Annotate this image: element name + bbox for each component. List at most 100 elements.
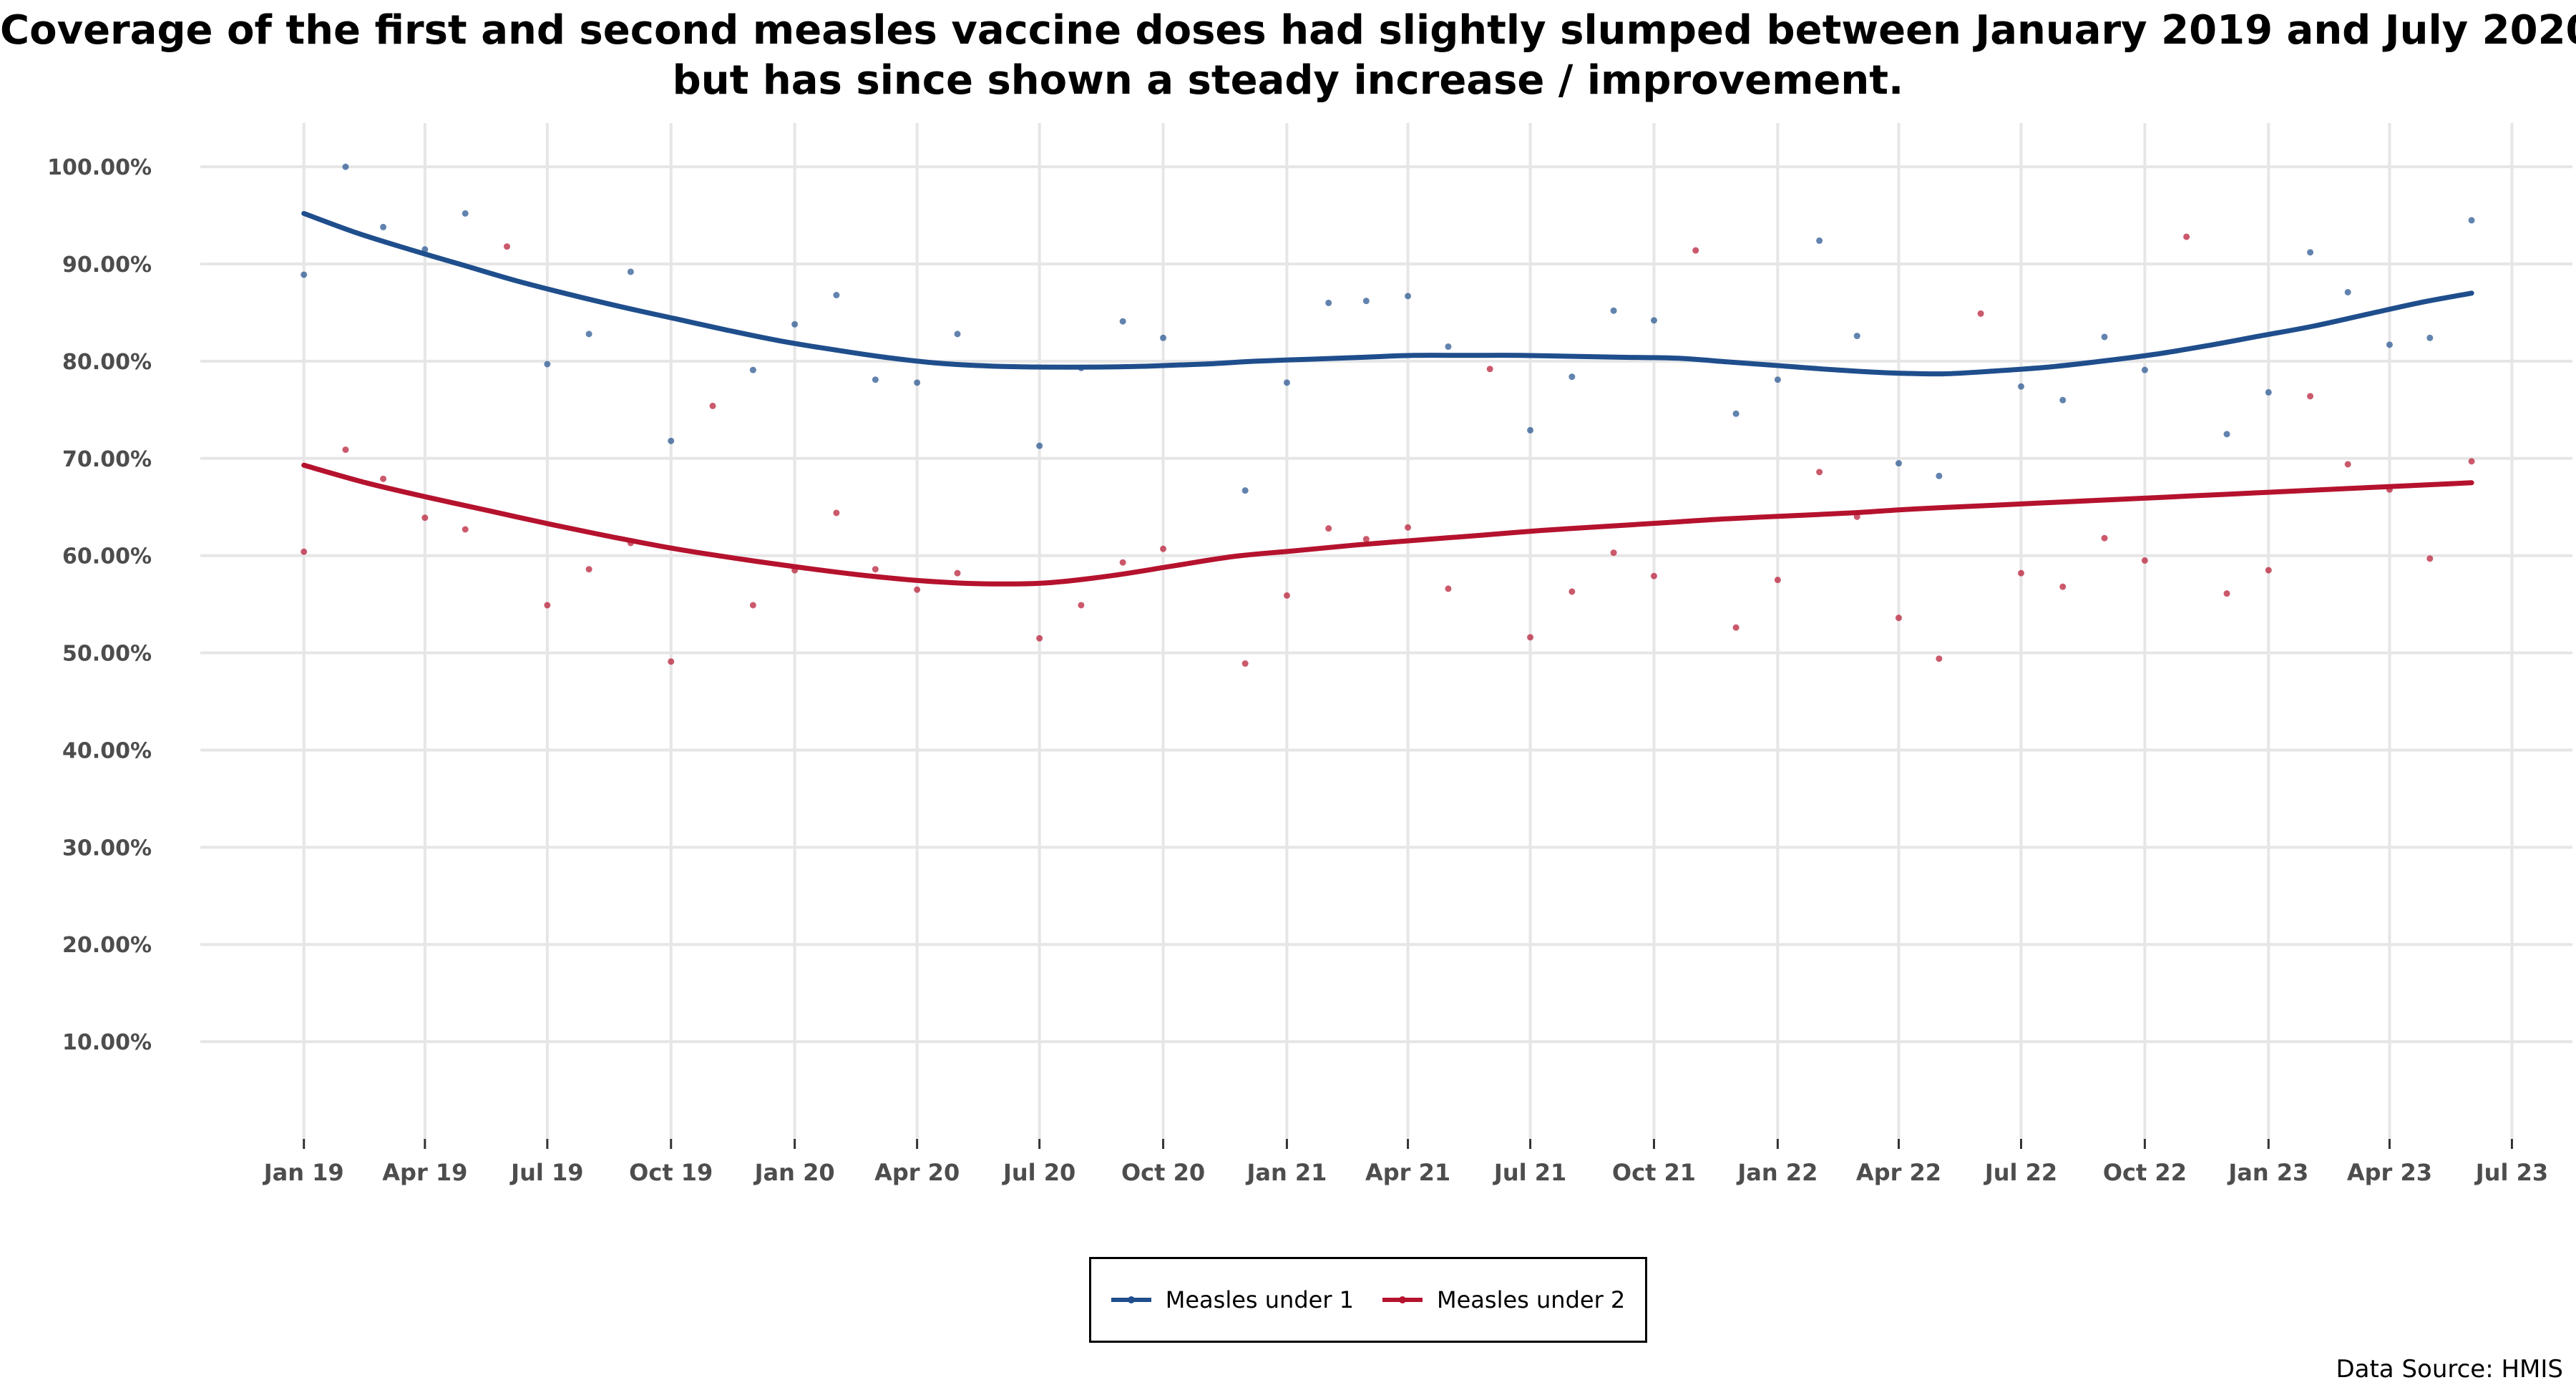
- data-point-measles-under-1: [1732, 410, 1740, 417]
- legend-label-measles-under-1: Measles under 1: [1165, 1286, 1354, 1313]
- data-point-measles-under-1: [301, 271, 308, 278]
- data-point-measles-under-2: [1527, 634, 1534, 641]
- chart-title-line-2: but has since shown a steady increase / …: [672, 57, 1904, 104]
- data-point-measles-under-2: [668, 658, 675, 665]
- data-point-measles-under-2: [1241, 660, 1249, 667]
- data-point-measles-under-2: [1774, 577, 1781, 584]
- data-point-measles-under-2: [2426, 555, 2434, 562]
- data-point-measles-under-1: [544, 361, 551, 368]
- x-tick-label: Oct 20: [1121, 1159, 1205, 1186]
- data-point-measles-under-1: [1241, 487, 1249, 494]
- x-tick-label: Jul 22: [1984, 1159, 2057, 1186]
- x-tick-label: Jul 21: [1493, 1159, 1566, 1186]
- data-point-measles-under-2: [833, 509, 840, 517]
- data-point-measles-under-1: [1853, 333, 1860, 340]
- data-point-measles-under-1: [1936, 472, 1943, 479]
- data-point-measles-under-1: [585, 331, 592, 338]
- data-point-measles-under-2: [1816, 469, 1823, 476]
- x-tick-label: Oct 19: [629, 1159, 713, 1186]
- data-point-measles-under-1: [914, 379, 921, 386]
- x-tick-label: Jan 19: [263, 1159, 344, 1186]
- data-point-measles-under-2: [1650, 572, 1657, 579]
- legend-swatch-measles-under-1: [1111, 1296, 1151, 1303]
- x-tick-label: Jul 19: [509, 1159, 583, 1186]
- data-point-measles-under-1: [1774, 376, 1781, 383]
- data-point-measles-under-2: [2307, 393, 2314, 400]
- legend-label-measles-under-2: Measles under 2: [1437, 1286, 1626, 1313]
- x-tick-label: Jul 20: [1002, 1159, 1075, 1186]
- x-tick-label: Jul 23: [2474, 1159, 2548, 1186]
- data-point-measles-under-2: [954, 569, 961, 577]
- data-point-measles-under-1: [791, 320, 799, 328]
- x-tick-label: Apr 22: [1856, 1159, 1941, 1186]
- legend-item-measles-under-2: Measles under 2: [1382, 1286, 1625, 1313]
- data-point-measles-under-1: [2018, 383, 2025, 390]
- data-point-measles-under-2: [544, 602, 551, 609]
- x-tick-label: Jan 23: [2227, 1159, 2308, 1186]
- data-point-measles-under-2: [914, 586, 921, 593]
- data-point-measles-under-2: [749, 602, 756, 609]
- data-point-measles-under-2: [2101, 534, 2108, 542]
- x-tick-label: Apr 19: [382, 1159, 467, 1186]
- data-point-measles-under-2: [709, 402, 716, 409]
- data-point-measles-under-1: [1036, 442, 1043, 449]
- data-point-measles-under-1: [342, 163, 349, 170]
- data-point-measles-under-2: [1895, 615, 1902, 622]
- data-point-measles-under-1: [1527, 426, 1534, 434]
- data-point-measles-under-2: [2344, 461, 2351, 468]
- data-point-measles-under-2: [2223, 590, 2230, 597]
- data-point-measles-under-1: [1445, 343, 1452, 351]
- data-point-measles-under-2: [1977, 310, 1984, 317]
- data-point-measles-under-1: [668, 437, 675, 444]
- data-point-measles-under-2: [503, 243, 510, 250]
- data-point-measles-under-1: [1160, 334, 1167, 341]
- legend: Measles under 1 Measles under 2: [1089, 1257, 1647, 1343]
- data-point-measles-under-1: [2265, 388, 2272, 396]
- data-point-measles-under-2: [1325, 525, 1332, 532]
- x-tick-label: Jan 21: [1245, 1159, 1327, 1186]
- data-point-measles-under-2: [380, 475, 387, 482]
- data-point-measles-under-2: [342, 446, 349, 454]
- data-point-measles-under-2: [1610, 549, 1617, 557]
- data-point-measles-under-1: [1405, 293, 1412, 300]
- data-point-measles-under-2: [2183, 233, 2190, 240]
- data-point-measles-under-1: [2059, 396, 2067, 403]
- y-tick-label: 30.00%: [62, 836, 152, 861]
- data-source-note: Data Source: HMIS: [2336, 1355, 2563, 1384]
- data-point-measles-under-1: [2141, 366, 2148, 373]
- data-point-measles-under-2: [1732, 624, 1740, 631]
- data-point-measles-under-1: [627, 268, 634, 275]
- data-point-measles-under-2: [585, 566, 592, 573]
- data-point-measles-under-2: [2468, 458, 2475, 465]
- x-tick-label: Jan 22: [1736, 1159, 1818, 1186]
- data-point-measles-under-1: [1610, 307, 1617, 314]
- data-point-measles-under-2: [1692, 247, 1699, 254]
- data-point-measles-under-2: [1078, 602, 1085, 609]
- data-point-measles-under-2: [1283, 592, 1290, 599]
- data-point-measles-under-1: [462, 210, 469, 217]
- x-tick-label: Oct 21: [1612, 1159, 1696, 1186]
- trend-line-measles-under-2: [301, 462, 2474, 587]
- data-point-measles-under-1: [749, 366, 756, 373]
- data-point-measles-under-1: [380, 223, 387, 230]
- data-point-measles-under-1: [1650, 317, 1657, 324]
- data-point-measles-under-2: [1119, 559, 1126, 566]
- y-tick-label: 70.00%: [62, 447, 152, 472]
- x-tick-label: Apr 21: [1365, 1159, 1450, 1186]
- chart-title: Coverage of the first and second measles…: [0, 6, 2576, 106]
- data-point-measles-under-2: [2141, 557, 2148, 564]
- data-point-measles-under-1: [1119, 318, 1126, 325]
- data-point-measles-under-2: [1445, 585, 1452, 592]
- data-point-measles-under-2: [301, 548, 308, 555]
- data-point-measles-under-2: [1936, 655, 1943, 662]
- x-tick-label: Oct 22: [2103, 1159, 2187, 1186]
- data-point-measles-under-2: [872, 566, 879, 573]
- data-point-measles-under-2: [2059, 583, 2067, 590]
- y-tick-label: 10.00%: [62, 1030, 152, 1055]
- data-point-measles-under-2: [2265, 567, 2272, 574]
- data-point-measles-under-2: [1405, 524, 1412, 531]
- y-tick-label: 50.00%: [62, 642, 152, 667]
- y-tick-label: 20.00%: [62, 933, 152, 958]
- x-tick-label: Apr 23: [2347, 1159, 2432, 1186]
